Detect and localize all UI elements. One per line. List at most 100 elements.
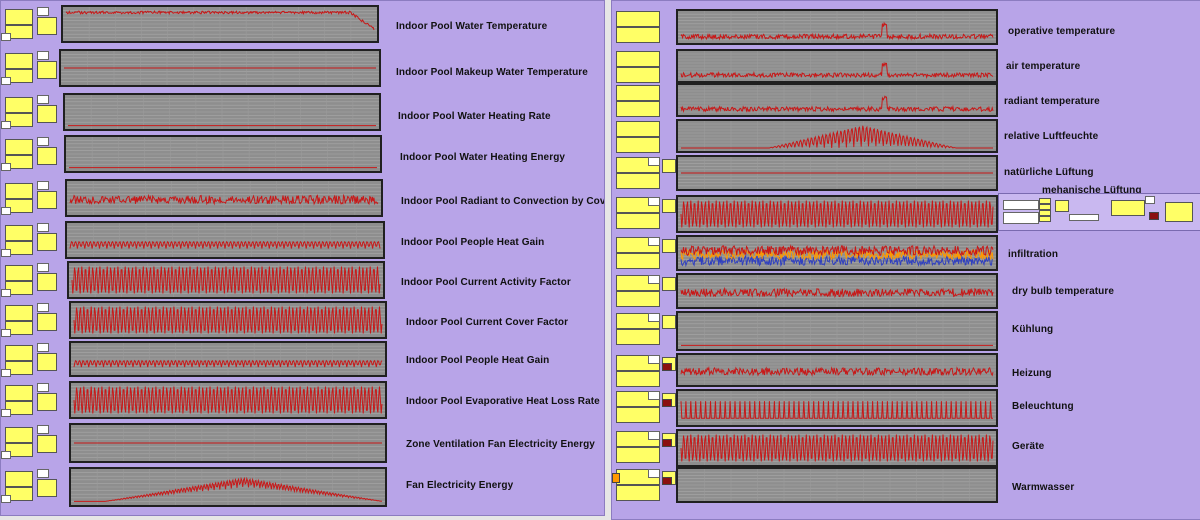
left-node-cluster[interactable] [1, 341, 61, 377]
port-node[interactable] [1, 121, 11, 129]
component-node[interactable] [5, 361, 33, 375]
left-chart-indoor-pool-current-activity-factor[interactable] [67, 261, 385, 299]
left-chart-indoor-pool-evaporative-heat-loss-rate[interactable] [69, 381, 387, 419]
left-chart-indoor-pool-water-temperature[interactable] [61, 5, 379, 43]
component-node[interactable] [37, 393, 57, 411]
component-node[interactable] [616, 67, 660, 83]
component-node[interactable] [5, 53, 33, 69]
port-node[interactable] [37, 263, 49, 272]
right-chart-warmwasser[interactable] [676, 467, 998, 503]
port-node[interactable] [648, 469, 660, 478]
port-node[interactable] [37, 223, 49, 232]
component-node[interactable] [662, 159, 676, 173]
right-node-cluster[interactable] [612, 49, 672, 83]
right-chart-infiltration[interactable] [676, 235, 998, 271]
component-node[interactable] [5, 427, 33, 443]
component-node[interactable] [616, 11, 660, 27]
component-node[interactable] [37, 17, 57, 35]
component-node[interactable] [616, 137, 660, 153]
left-node-cluster[interactable] [1, 423, 61, 463]
port-node[interactable] [37, 303, 49, 312]
right-node-cluster[interactable] [612, 389, 676, 427]
left-chart-indoor-pool-water-heating-energy[interactable] [64, 135, 382, 173]
port-node[interactable] [1, 329, 11, 337]
component-node[interactable] [5, 241, 33, 255]
right-chart-nat-rliche-l-ftung[interactable] [676, 155, 998, 191]
component-node[interactable] [5, 345, 33, 361]
component-node[interactable] [5, 265, 33, 281]
left-node-cluster[interactable] [1, 49, 61, 87]
component-node[interactable] [5, 471, 33, 487]
port-node[interactable] [1, 207, 11, 215]
component-node[interactable] [616, 173, 660, 189]
port-node[interactable] [1069, 214, 1099, 221]
port-node[interactable] [1149, 212, 1159, 220]
right-chart-operative-temperature[interactable] [676, 9, 998, 45]
component-node[interactable] [1165, 202, 1193, 222]
left-chart-indoor-pool-makeup-water-temperature[interactable] [59, 49, 381, 87]
component-node[interactable] [1039, 210, 1051, 216]
right-node-cluster[interactable] [612, 429, 676, 467]
component-node[interactable] [5, 97, 33, 113]
component-node[interactable] [616, 291, 660, 307]
port-node[interactable] [662, 439, 672, 447]
left-chart-fan-electricity-energy[interactable] [69, 467, 387, 507]
right-node-cluster[interactable] [612, 467, 676, 503]
component-node[interactable] [37, 147, 57, 165]
port-node[interactable] [648, 197, 660, 206]
component-node[interactable] [662, 239, 676, 253]
port-node[interactable] [648, 275, 660, 284]
port-node[interactable] [1, 451, 11, 459]
port-node[interactable] [1, 77, 11, 85]
right-node-cluster[interactable] [612, 353, 676, 387]
port-node[interactable] [662, 477, 672, 485]
port-node[interactable] [37, 425, 49, 434]
port-node[interactable] [648, 237, 660, 246]
left-node-cluster[interactable] [1, 179, 61, 217]
mech-ventilation-strip[interactable] [998, 193, 1200, 231]
component-node[interactable] [5, 155, 33, 169]
port-node[interactable] [1, 409, 11, 417]
port-node[interactable] [648, 391, 660, 400]
component-node[interactable] [616, 371, 660, 387]
port-node[interactable] [662, 399, 672, 407]
port-node[interactable] [662, 363, 672, 371]
component-node[interactable] [37, 233, 57, 251]
component-node[interactable] [37, 353, 57, 371]
component-node[interactable] [616, 121, 660, 137]
component-node[interactable] [5, 199, 33, 213]
right-node-cluster[interactable] [612, 9, 672, 45]
port-node[interactable] [37, 137, 49, 146]
component-node[interactable] [5, 281, 33, 295]
component-node[interactable] [37, 105, 57, 123]
left-node-cluster[interactable] [1, 261, 61, 299]
port-node[interactable] [1003, 200, 1039, 210]
right-chart-ger-te[interactable] [676, 429, 998, 467]
component-node[interactable] [616, 51, 660, 67]
left-chart-indoor-pool-radiant-to-convection-by-cover[interactable] [65, 179, 383, 217]
component-node[interactable] [662, 315, 676, 329]
component-node[interactable] [616, 85, 660, 101]
component-node[interactable] [616, 407, 660, 423]
right-node-cluster[interactable] [612, 273, 676, 309]
component-node[interactable] [1111, 200, 1145, 216]
component-node[interactable] [5, 25, 33, 39]
port-node[interactable] [648, 355, 660, 364]
port-node[interactable] [37, 343, 49, 352]
right-chart-dry-bulb-temperature[interactable] [676, 273, 998, 309]
right-chart-mehanische-l-ftung[interactable] [676, 195, 998, 233]
component-node[interactable] [5, 487, 33, 501]
port-node[interactable] [1, 33, 11, 41]
component-node[interactable] [616, 253, 660, 269]
component-node[interactable] [5, 9, 33, 25]
right-chart-radiant-temperature[interactable] [676, 83, 998, 117]
right-canvas[interactable]: operative temperature air temperature radi… [611, 0, 1200, 520]
component-node[interactable] [1039, 198, 1051, 204]
left-node-cluster[interactable] [1, 381, 61, 419]
right-node-cluster[interactable] [612, 155, 676, 191]
component-node[interactable] [1055, 200, 1069, 212]
right-chart-relative-luftfeuchte[interactable] [676, 119, 998, 153]
right-chart-k-hlung[interactable] [676, 311, 998, 351]
component-node[interactable] [1039, 216, 1051, 222]
port-node[interactable] [648, 431, 660, 440]
